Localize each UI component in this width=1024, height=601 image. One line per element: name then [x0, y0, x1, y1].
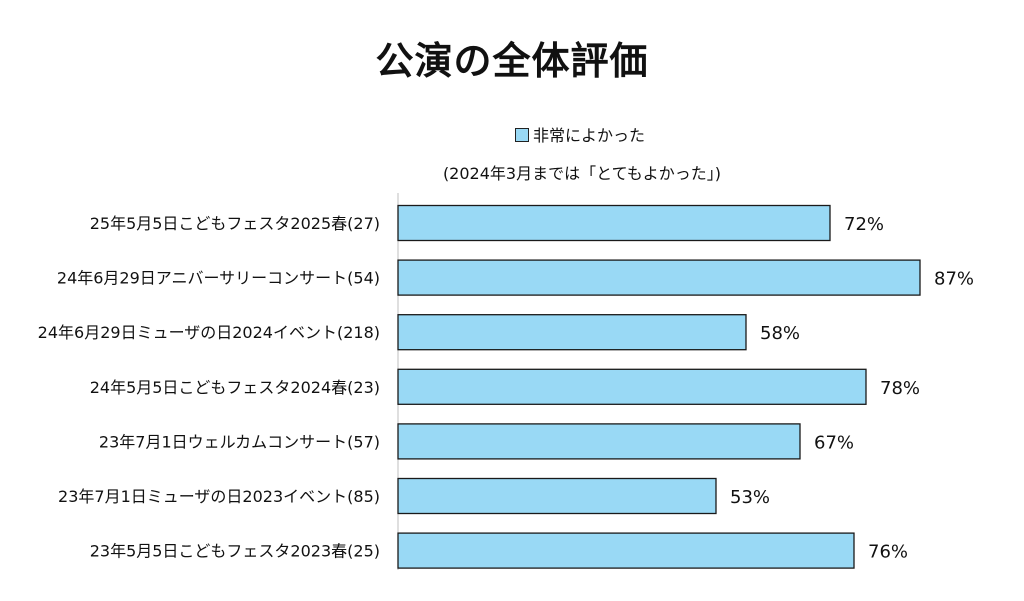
data-label-2: 58%	[760, 323, 800, 344]
data-label-0: 72%	[844, 214, 884, 235]
data-label-4: 67%	[814, 432, 854, 453]
category-label-0: 25年5月5日こどもフェスタ2025春(27)	[90, 214, 380, 233]
category-label-4: 23年7月1日ウェルカムコンサート(57)	[99, 432, 380, 451]
bar-2	[397, 314, 747, 351]
chart-note: (2024年3月までは「とてもよかった」)	[442, 164, 722, 183]
legend-swatch	[514, 128, 529, 142]
data-label-3: 78%	[880, 378, 920, 399]
chart-title: 公演の全体評価	[375, 39, 649, 83]
bar-6	[397, 532, 855, 569]
bar-4	[397, 423, 801, 460]
data-label-5: 53%	[730, 487, 770, 508]
bar-1	[397, 259, 921, 296]
bar-5	[397, 477, 717, 515]
category-label-5: 23年7月1日ミューザの日2023イベント(85)	[58, 487, 380, 506]
category-label-2: 24年6月29日ミューザの日2024イベント(218)	[38, 323, 380, 342]
legend-label: 非常によかった	[532, 126, 645, 145]
category-label-6: 23年5月5日こどもフェスタ2023春(25)	[90, 542, 380, 561]
category-label-1: 24年6月29日アニバーサリーコンサート(54)	[57, 269, 380, 288]
data-label-6: 76%	[868, 542, 908, 563]
data-label-1: 87%	[934, 269, 974, 290]
category-label-3: 24年5月5日こどもフェスタ2024春(23)	[90, 378, 380, 397]
legend: 非常によかった	[0, 122, 1024, 146]
bar-3	[397, 368, 867, 405]
bar-0	[397, 204, 831, 242]
